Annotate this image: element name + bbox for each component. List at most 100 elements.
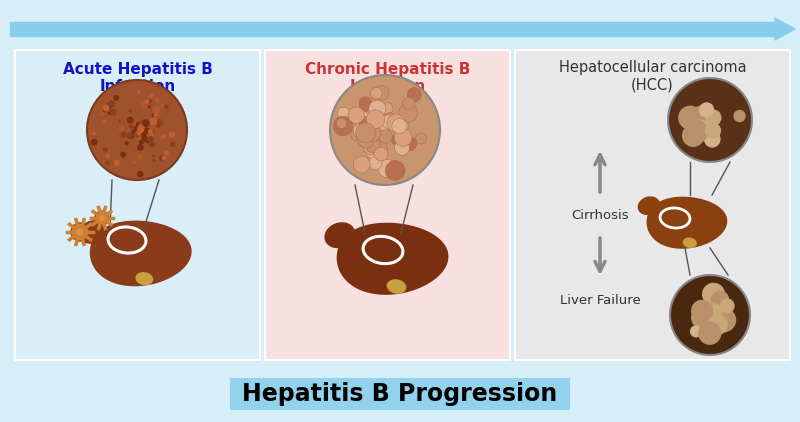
Circle shape — [407, 88, 422, 102]
Circle shape — [102, 104, 110, 111]
Circle shape — [137, 132, 140, 135]
Circle shape — [379, 130, 392, 143]
Circle shape — [354, 122, 370, 139]
Circle shape — [143, 127, 150, 135]
Circle shape — [356, 123, 375, 143]
Circle shape — [118, 125, 124, 131]
Circle shape — [366, 139, 380, 153]
Circle shape — [159, 103, 165, 108]
Circle shape — [699, 102, 714, 118]
Circle shape — [129, 124, 133, 129]
Circle shape — [377, 119, 390, 132]
Ellipse shape — [135, 272, 154, 285]
Circle shape — [357, 131, 370, 144]
Circle shape — [691, 306, 714, 329]
Circle shape — [169, 132, 175, 138]
Circle shape — [705, 123, 721, 139]
Circle shape — [164, 105, 169, 109]
Circle shape — [392, 119, 407, 134]
Circle shape — [148, 106, 151, 108]
Circle shape — [394, 140, 410, 155]
Circle shape — [139, 140, 144, 145]
Circle shape — [366, 134, 378, 147]
Circle shape — [350, 128, 363, 141]
Circle shape — [668, 78, 752, 162]
Circle shape — [152, 106, 160, 114]
FancyBboxPatch shape — [230, 378, 570, 410]
Circle shape — [149, 141, 155, 148]
Circle shape — [114, 160, 120, 166]
Circle shape — [150, 94, 153, 97]
Text: Acute Hepatitis B
Infection: Acute Hepatitis B Infection — [62, 62, 213, 95]
Circle shape — [137, 171, 143, 178]
Circle shape — [338, 107, 350, 119]
Text: Hepatocellular carcinoma
(HCC): Hepatocellular carcinoma (HCC) — [558, 60, 746, 92]
Circle shape — [137, 125, 145, 133]
Circle shape — [105, 161, 110, 165]
Circle shape — [141, 133, 146, 138]
Circle shape — [138, 135, 143, 141]
Ellipse shape — [682, 238, 697, 248]
Circle shape — [128, 134, 132, 138]
Circle shape — [378, 160, 396, 178]
Circle shape — [135, 125, 139, 129]
FancyBboxPatch shape — [515, 50, 790, 360]
Circle shape — [170, 142, 175, 147]
Circle shape — [133, 160, 136, 164]
Circle shape — [383, 113, 396, 126]
Circle shape — [381, 103, 393, 115]
Circle shape — [356, 117, 370, 130]
Circle shape — [102, 110, 106, 113]
Circle shape — [362, 137, 381, 155]
Ellipse shape — [78, 220, 106, 244]
Circle shape — [137, 154, 142, 160]
Circle shape — [77, 228, 83, 235]
Circle shape — [142, 119, 150, 127]
Circle shape — [369, 157, 382, 170]
Circle shape — [150, 130, 154, 135]
Circle shape — [114, 95, 119, 101]
Circle shape — [120, 152, 126, 157]
Text: Hepatitis B Progression: Hepatitis B Progression — [242, 382, 558, 406]
Circle shape — [138, 128, 143, 133]
Circle shape — [145, 99, 150, 104]
Circle shape — [394, 129, 412, 146]
Circle shape — [136, 122, 142, 127]
Circle shape — [670, 275, 750, 355]
Polygon shape — [337, 223, 449, 295]
Circle shape — [334, 116, 353, 135]
Circle shape — [118, 120, 121, 123]
Circle shape — [374, 85, 389, 100]
Circle shape — [391, 134, 402, 145]
Circle shape — [154, 97, 160, 103]
Circle shape — [358, 131, 374, 148]
Circle shape — [402, 97, 415, 110]
Circle shape — [703, 303, 722, 322]
Circle shape — [702, 283, 725, 306]
Circle shape — [128, 109, 132, 113]
Circle shape — [152, 159, 156, 162]
Circle shape — [363, 124, 381, 142]
Circle shape — [402, 136, 417, 151]
Circle shape — [138, 146, 142, 150]
Circle shape — [682, 124, 705, 147]
Circle shape — [161, 134, 166, 139]
Circle shape — [353, 156, 370, 173]
Circle shape — [106, 103, 112, 109]
Circle shape — [358, 97, 373, 111]
Circle shape — [138, 123, 145, 130]
Circle shape — [386, 161, 405, 180]
Ellipse shape — [386, 279, 406, 294]
Circle shape — [110, 109, 116, 116]
Circle shape — [712, 308, 736, 333]
Ellipse shape — [324, 222, 355, 248]
Circle shape — [92, 132, 96, 135]
Circle shape — [705, 109, 722, 126]
Circle shape — [103, 147, 108, 152]
Circle shape — [370, 87, 382, 99]
Circle shape — [134, 133, 139, 138]
Circle shape — [87, 80, 187, 180]
Circle shape — [720, 298, 734, 314]
Ellipse shape — [638, 196, 660, 215]
Circle shape — [95, 211, 109, 225]
